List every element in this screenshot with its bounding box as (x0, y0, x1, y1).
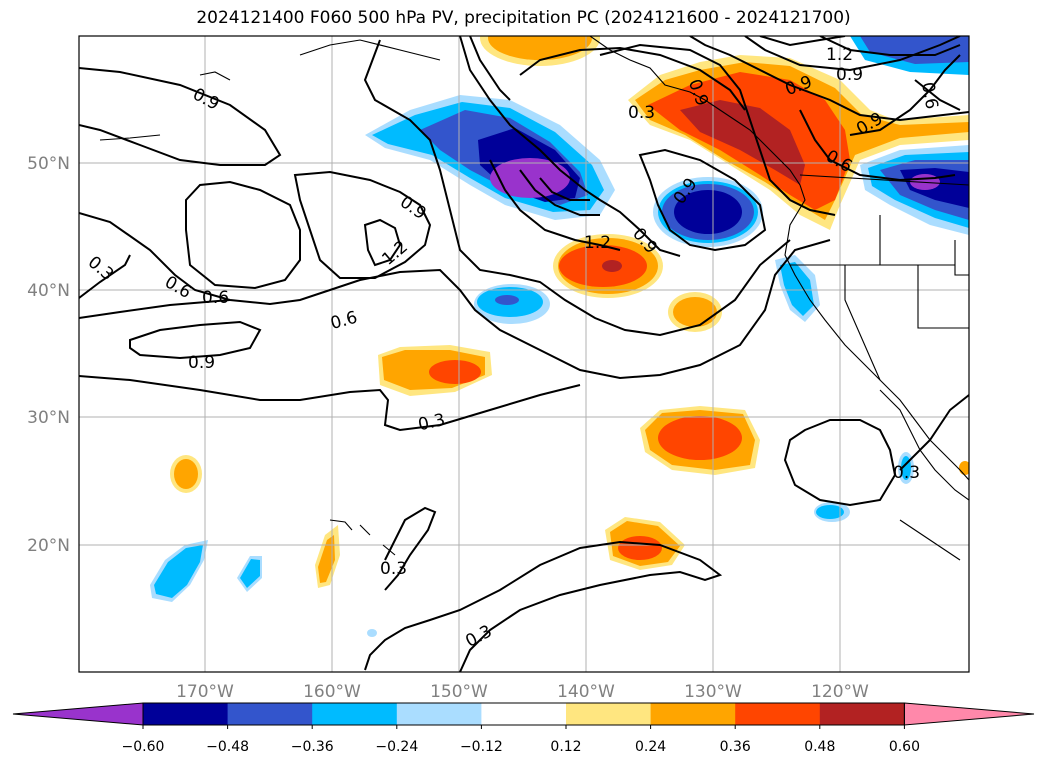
colorbar-tick-label: −0.36 (291, 739, 334, 755)
colorbar-tick-label: 0.12 (550, 739, 581, 755)
contour-label: 1.2 (826, 45, 853, 65)
contour-label: 0.3 (462, 621, 495, 651)
contour-label: 0.3 (380, 559, 407, 579)
precip-positive-north (480, 36, 600, 66)
pv-contours (79, 36, 969, 672)
map-title: 2024121400 F060 500 hPa PV, precipitatio… (196, 8, 851, 28)
contour-label: 0.3 (628, 103, 655, 123)
colorbar-tick-label: 0.36 (720, 739, 751, 755)
colorbar-tick-label: −0.12 (460, 739, 503, 755)
precip-positive-central-south (640, 406, 760, 475)
lon-label: 130°W (684, 682, 742, 702)
colorbar: −0.60 −0.48 −0.36 −0.24 −0.12 0.12 0.24 0.36 0.4… (12, 702, 1035, 755)
colorbar-swatch (819, 703, 905, 725)
colorbar-tick-label: −0.60 (122, 739, 165, 755)
precip-negative-small (474, 284, 550, 324)
precip-small-features (150, 452, 969, 637)
contour-label: 0.9 (188, 353, 215, 373)
colorbar-swatch (650, 703, 736, 725)
contour-label: 0.6 (917, 81, 941, 111)
colorbar-swatch (227, 703, 313, 725)
lon-label: 150°W (430, 682, 488, 702)
lat-label: 30°N (27, 408, 70, 428)
contour-label: 0.6 (202, 288, 229, 308)
precip-negative-california (775, 255, 820, 322)
contour-label: 0.6 (328, 308, 359, 334)
colorbar-tick-label: 0.24 (635, 739, 666, 755)
contour-label: 0.3 (416, 410, 447, 435)
contour-label: 0.9 (836, 65, 863, 85)
colorbar-tick-label: −0.24 (375, 739, 418, 755)
colorbar-swatch (566, 703, 652, 725)
lon-labels: 170°W 160°W 150°W 140°W 130°W 120°W (176, 682, 869, 702)
colorbar-swatch (735, 703, 821, 725)
precip-negative-east (653, 177, 763, 247)
lat-label: 40°N (27, 281, 70, 301)
colorbar-swatch (481, 703, 567, 725)
colorbar-tick-label: −0.48 (206, 739, 249, 755)
colorbar-extend-high (903, 702, 1035, 726)
colorbar-extend-low (12, 702, 144, 726)
colorbar-swatch (396, 703, 482, 725)
colorbar-tick-label: 0.48 (804, 739, 835, 755)
contour-label: 0.3 (84, 252, 118, 285)
precip-positive-offshore (553, 234, 663, 298)
contour-label: 0.9 (396, 192, 430, 224)
precip-fields (79, 36, 969, 672)
lon-label: 160°W (303, 682, 361, 702)
contour-label: 0.6 (161, 272, 194, 303)
gridlines (79, 36, 969, 672)
contour-label: 0.9 (189, 84, 222, 114)
precip-positive-subtropical (378, 345, 492, 396)
contour-label: 0.3 (893, 463, 920, 483)
colorbar-frame (142, 702, 905, 726)
contour-label: 1.2 (378, 237, 412, 270)
precip-negative-washington (860, 145, 969, 235)
lat-label: 50°N (27, 154, 70, 174)
colorbar-tick-label: 0.60 (889, 739, 920, 755)
lon-label: 170°W (176, 682, 234, 702)
plot-frame (78, 35, 970, 673)
lat-label: 20°N (27, 536, 70, 556)
contour-label: 1.2 (584, 233, 611, 253)
lon-label: 120°W (811, 682, 869, 702)
colorbar-swatch (312, 703, 398, 725)
colorbar-swatch (143, 703, 229, 725)
lat-labels: 50°N 40°N 30°N 20°N (27, 154, 70, 556)
lon-label: 140°W (557, 682, 615, 702)
